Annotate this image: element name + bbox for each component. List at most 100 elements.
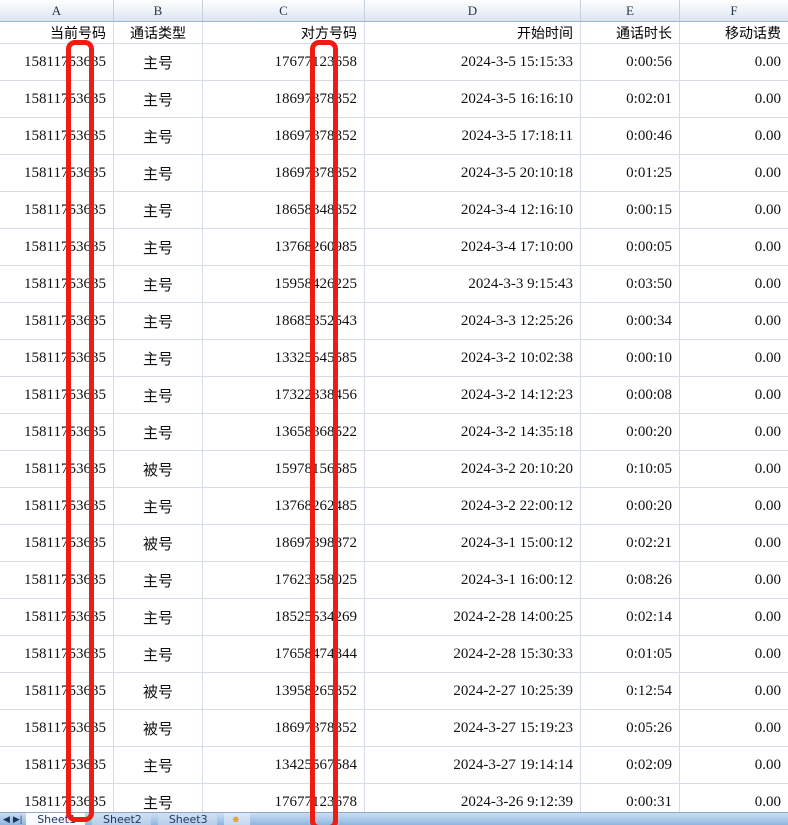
cell-current-number[interactable]: 15811753635 <box>0 710 114 746</box>
table-row[interactable]: 15811753635 主号 17322338456 2024-3-2 14:12:2… <box>0 377 788 414</box>
cell-call-type[interactable]: 被号 <box>114 451 203 487</box>
cell-duration[interactable]: 0:02:09 <box>581 747 680 783</box>
cell-start-time[interactable]: 2024-3-1 15:00:12 <box>365 525 581 561</box>
cell-call-type[interactable]: 主号 <box>114 414 203 450</box>
cell-start-time[interactable]: 2024-3-5 20:10:18 <box>365 155 581 191</box>
cell-start-time[interactable]: 2024-3-2 14:35:18 <box>365 414 581 450</box>
cell-duration[interactable]: 0:10:05 <box>581 451 680 487</box>
cell-other-number[interactable]: 18697378852 <box>203 118 365 154</box>
cell-call-type[interactable]: 主号 <box>114 44 203 80</box>
cell-mobile-charge[interactable]: 0.00 <box>754 386 781 403</box>
cell-current-number[interactable]: 15811753635 <box>0 599 114 635</box>
table-row[interactable]: 15811753635 主号 15958426225 2024-3-3 9:15:43… <box>0 266 788 303</box>
cell-other-number[interactable]: 13425567584 <box>203 747 365 783</box>
cell-mobile-charge[interactable]: 0.00 <box>754 608 781 625</box>
cell-other-number[interactable]: 17623358025 <box>203 562 365 598</box>
cell-current-number[interactable]: 15811753635 <box>0 377 114 413</box>
table-row[interactable]: 15811753635 主号 18697378852 2024-3-5 20:10:1… <box>0 155 788 192</box>
cell-mobile-charge[interactable]: 0.00 <box>754 423 781 440</box>
cell-other-number[interactable]: 18685352543 <box>203 303 365 339</box>
cell-duration[interactable]: 0:00:20 <box>581 414 680 450</box>
cell-duration[interactable]: 0:00:56 <box>581 44 680 80</box>
nav-previous-sheet-icon[interactable]: ◀ <box>3 814 10 824</box>
table-row[interactable]: 15811753635 被号 13958265852 2024-2-27 10:25:… <box>0 673 788 710</box>
cell-start-time[interactable]: 2024-3-3 12:25:26 <box>365 303 581 339</box>
cell-other-number[interactable]: 18658348852 <box>203 192 365 228</box>
cell-current-number[interactable]: 15811753635 <box>0 155 114 191</box>
cell-current-number[interactable]: 15811753635 <box>0 118 114 154</box>
cell-start-time[interactable]: 2024-3-2 10:02:38 <box>365 340 581 376</box>
cell-start-time[interactable]: 2024-2-27 10:25:39 <box>365 673 581 709</box>
cell-current-number[interactable]: 15811753635 <box>0 673 114 709</box>
cell-duration[interactable]: 0:00:15 <box>581 192 680 228</box>
cell-duration[interactable]: 0:01:05 <box>581 636 680 672</box>
cell-start-time[interactable]: 2024-3-3 9:15:43 <box>365 266 581 302</box>
cell-call-type[interactable]: 主号 <box>114 81 203 117</box>
cell-start-time[interactable]: 2024-3-4 17:10:00 <box>365 229 581 265</box>
column-header-a[interactable]: A <box>0 0 114 21</box>
cell-call-type[interactable]: 主号 <box>114 599 203 635</box>
cell-duration[interactable]: 0:00:05 <box>581 229 680 265</box>
cell-current-number[interactable]: 15811753635 <box>0 414 114 450</box>
cell-start-time[interactable]: 2024-3-1 16:00:12 <box>365 562 581 598</box>
cell-call-type[interactable]: 主号 <box>114 303 203 339</box>
cell-other-number[interactable]: 13658368522 <box>203 414 365 450</box>
cell-duration[interactable]: 0:00:10 <box>581 340 680 376</box>
cell-duration[interactable]: 0:00:46 <box>581 118 680 154</box>
cell-mobile-charge[interactable]: 0.00 <box>754 164 781 181</box>
header-cell-mobile-charge[interactable]: 移动话费 <box>725 25 781 42</box>
cell-duration[interactable]: 0:00:34 <box>581 303 680 339</box>
header-cell-start-time[interactable]: 开始时间 <box>365 22 581 43</box>
table-row[interactable]: 15811753635 主号 18697378852 2024-3-5 17:18:1… <box>0 118 788 155</box>
cell-duration[interactable]: 0:02:01 <box>581 81 680 117</box>
cell-start-time[interactable]: 2024-3-2 20:10:20 <box>365 451 581 487</box>
cell-duration[interactable]: 0:12:54 <box>581 673 680 709</box>
nav-last-sheet-icon[interactable]: ▶| <box>12 814 23 824</box>
table-row[interactable]: 15811753635 主号 13425567584 2024-3-27 19:14:… <box>0 747 788 784</box>
cell-call-type[interactable]: 主号 <box>114 377 203 413</box>
cell-mobile-charge[interactable]: 0.00 <box>754 238 781 255</box>
cell-mobile-charge[interactable]: 0.00 <box>754 201 781 218</box>
column-header-f[interactable]: F <box>680 0 788 21</box>
cell-current-number[interactable]: 15811753635 <box>0 451 114 487</box>
cell-duration[interactable]: 0:02:14 <box>581 599 680 635</box>
cell-current-number[interactable]: 15811753635 <box>0 44 114 80</box>
cell-other-number[interactable]: 18697398872 <box>203 525 365 561</box>
cell-mobile-charge[interactable]: 0.00 <box>754 719 781 736</box>
cell-duration[interactable]: 0:08:26 <box>581 562 680 598</box>
cell-other-number[interactable]: 13958265852 <box>203 673 365 709</box>
cell-mobile-charge[interactable]: 0.00 <box>754 90 781 107</box>
sheet-tab-sheet3[interactable]: Sheet3 <box>157 813 217 825</box>
cell-other-number[interactable]: 18697378852 <box>203 710 365 746</box>
header-cell-current-number[interactable]: 当前号码 <box>0 22 114 43</box>
cell-mobile-charge[interactable]: 0.00 <box>754 793 781 810</box>
cell-start-time[interactable]: 2024-3-27 15:19:23 <box>365 710 581 746</box>
table-row[interactable]: 15811753635 主号 17658474844 2024-2-28 15:30:… <box>0 636 788 673</box>
cell-start-time[interactable]: 2024-2-28 14:00:25 <box>365 599 581 635</box>
cell-duration[interactable]: 0:00:31 <box>581 784 680 820</box>
cell-mobile-charge[interactable]: 0.00 <box>754 534 781 551</box>
cell-other-number[interactable]: 17658474844 <box>203 636 365 672</box>
table-row[interactable]: 15811753635 主号 17623358025 2024-3-1 16:00:1… <box>0 562 788 599</box>
cell-mobile-charge[interactable]: 0.00 <box>754 571 781 588</box>
cell-current-number[interactable]: 15811753635 <box>0 81 114 117</box>
header-cell-other-number[interactable]: 对方号码 <box>203 22 365 43</box>
table-row[interactable]: 15811753635 主号 17677123658 2024-3-5 15:15:3… <box>0 44 788 81</box>
cell-start-time[interactable]: 2024-3-5 17:18:11 <box>365 118 581 154</box>
cell-mobile-charge[interactable]: 0.00 <box>754 756 781 773</box>
cell-current-number[interactable]: 15811753635 <box>0 747 114 783</box>
cell-duration[interactable]: 0:05:26 <box>581 710 680 746</box>
cell-other-number[interactable]: 15958426225 <box>203 266 365 302</box>
cell-other-number[interactable]: 18697378852 <box>203 155 365 191</box>
cell-current-number[interactable]: 15811753635 <box>0 636 114 672</box>
cell-mobile-charge[interactable]: 0.00 <box>754 460 781 477</box>
cell-other-number[interactable]: 17322338456 <box>203 377 365 413</box>
cell-duration[interactable]: 0:00:08 <box>581 377 680 413</box>
column-header-c[interactable]: C <box>203 0 365 21</box>
cell-call-type[interactable]: 主号 <box>114 562 203 598</box>
cell-other-number[interactable]: 13325545585 <box>203 340 365 376</box>
table-row[interactable]: 15811753635 主号 13768260985 2024-3-4 17:10:0… <box>0 229 788 266</box>
cell-current-number[interactable]: 15811753635 <box>0 784 114 820</box>
cell-mobile-charge[interactable]: 0.00 <box>754 645 781 662</box>
cell-duration[interactable]: 0:03:50 <box>581 266 680 302</box>
